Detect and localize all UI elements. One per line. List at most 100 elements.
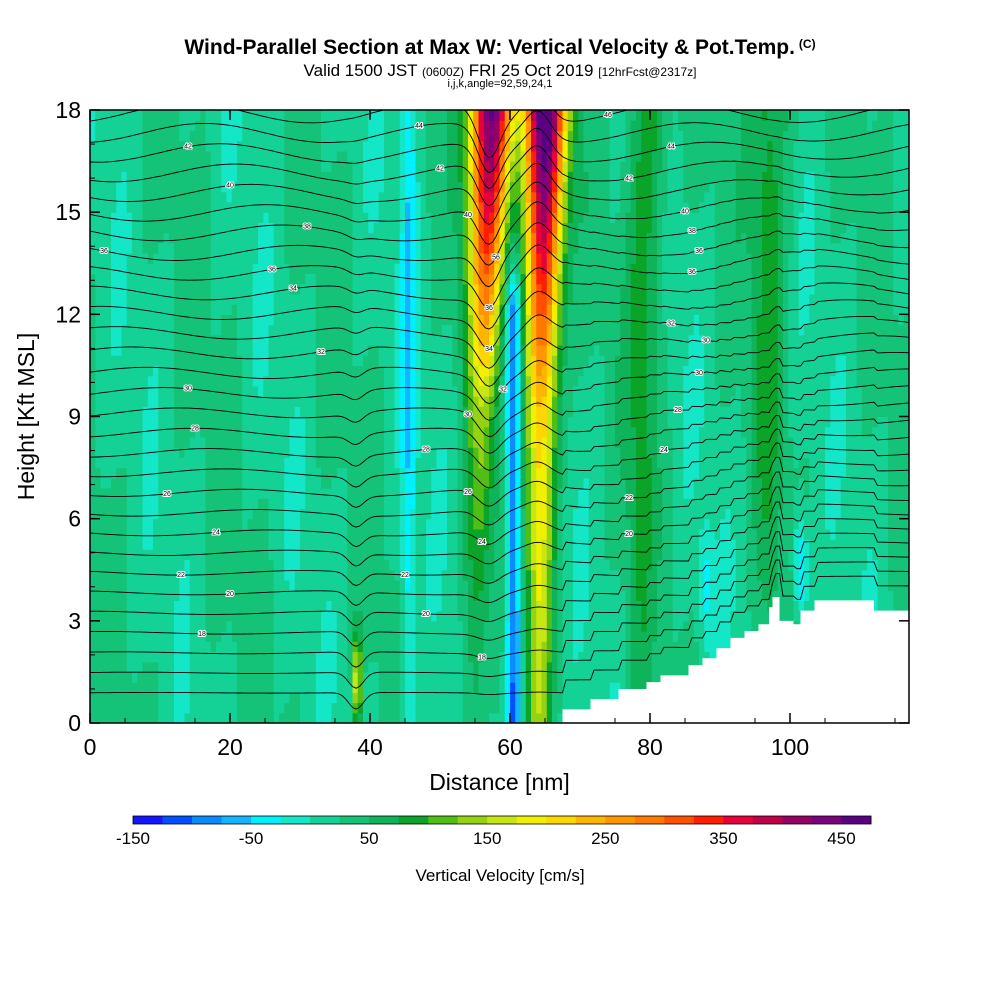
velocity-cell bbox=[352, 518, 359, 530]
velocity-cell bbox=[478, 181, 485, 193]
velocity-cell bbox=[473, 212, 480, 223]
velocity-cell bbox=[221, 569, 228, 581]
velocity-cell bbox=[357, 120, 364, 132]
velocity-cell bbox=[489, 396, 495, 407]
velocity-cell bbox=[142, 171, 149, 183]
velocity-cell bbox=[300, 426, 306, 438]
velocity-cell bbox=[168, 579, 175, 591]
velocity-cell bbox=[289, 712, 296, 723]
velocity-cell bbox=[431, 355, 438, 367]
velocity-cell bbox=[473, 549, 480, 561]
velocity-cell bbox=[483, 610, 490, 622]
velocity-cell bbox=[142, 406, 149, 418]
velocity-cell bbox=[237, 396, 243, 407]
velocity-cell bbox=[184, 120, 191, 132]
velocity-cell bbox=[489, 324, 495, 336]
velocity-cell bbox=[132, 641, 138, 653]
velocity-cell bbox=[457, 416, 464, 428]
velocity-cell bbox=[210, 150, 217, 162]
velocity-cell bbox=[294, 365, 301, 377]
velocity-cell bbox=[441, 528, 448, 540]
velocity-cell bbox=[294, 140, 301, 152]
velocity-cell bbox=[179, 416, 186, 428]
velocity-cell bbox=[426, 283, 432, 295]
velocity-cell bbox=[142, 712, 149, 723]
velocity-cell bbox=[321, 396, 327, 407]
velocity-cell bbox=[268, 273, 275, 285]
velocity-cell bbox=[452, 488, 459, 499]
velocity-cell bbox=[420, 293, 427, 305]
velocity-cell bbox=[405, 610, 411, 622]
velocity-cell bbox=[263, 661, 270, 673]
velocity-cell bbox=[137, 324, 144, 336]
velocity-cell bbox=[105, 661, 112, 673]
velocity-cell bbox=[174, 457, 180, 469]
velocity-cell bbox=[378, 467, 385, 479]
velocity-cell bbox=[132, 140, 138, 152]
velocity-cell bbox=[100, 304, 107, 315]
velocity-cell bbox=[352, 242, 359, 254]
velocity-cell bbox=[384, 518, 390, 530]
velocity-cell bbox=[174, 304, 180, 315]
velocity-cell bbox=[216, 222, 222, 234]
velocity-cell bbox=[153, 273, 159, 285]
velocity-cell bbox=[515, 692, 522, 704]
velocity-cell bbox=[279, 140, 285, 152]
velocity-cell bbox=[494, 671, 501, 683]
velocity-cell bbox=[205, 702, 212, 714]
velocity-cell bbox=[473, 661, 480, 673]
velocity-cell bbox=[510, 385, 516, 397]
velocity-cell bbox=[452, 661, 459, 673]
velocity-cell bbox=[342, 620, 348, 632]
velocity-cell bbox=[90, 579, 96, 591]
velocity-cell bbox=[105, 406, 112, 418]
velocity-cell bbox=[363, 641, 369, 653]
velocity-cell bbox=[357, 110, 364, 121]
velocity-cell bbox=[163, 314, 170, 326]
velocity-cell bbox=[510, 671, 516, 683]
velocity-cell bbox=[378, 488, 385, 499]
velocity-cell bbox=[489, 579, 495, 591]
velocity-cell bbox=[289, 253, 296, 264]
velocity-cell bbox=[489, 191, 495, 203]
velocity-cell bbox=[216, 661, 222, 673]
velocity-cell bbox=[179, 600, 186, 612]
velocity-cell bbox=[426, 365, 432, 377]
velocity-cell bbox=[289, 222, 296, 234]
velocity-cell bbox=[415, 416, 422, 428]
velocity-cell bbox=[489, 712, 495, 723]
velocity-cell bbox=[273, 518, 280, 530]
velocity-cell bbox=[336, 518, 343, 530]
velocity-cell bbox=[462, 283, 469, 295]
velocity-cell bbox=[294, 253, 301, 264]
velocity-cell bbox=[321, 355, 327, 367]
velocity-cell bbox=[394, 130, 401, 142]
velocity-cell bbox=[499, 242, 506, 254]
velocity-cell bbox=[462, 641, 469, 653]
velocity-cell bbox=[363, 263, 369, 275]
velocity-cell bbox=[90, 416, 96, 428]
velocity-cell bbox=[483, 590, 490, 601]
velocity-cell bbox=[336, 559, 343, 571]
velocity-cell bbox=[137, 518, 144, 530]
velocity-cell bbox=[426, 671, 432, 683]
velocity-cell bbox=[189, 130, 196, 142]
velocity-cell bbox=[441, 283, 448, 295]
velocity-cell bbox=[90, 528, 96, 540]
velocity-cell bbox=[410, 130, 417, 142]
velocity-cell bbox=[168, 130, 175, 142]
velocity-cell bbox=[378, 334, 385, 346]
velocity-cell bbox=[153, 426, 159, 438]
velocity-cell bbox=[263, 712, 270, 723]
velocity-cell bbox=[90, 201, 96, 213]
velocity-cell bbox=[294, 130, 301, 142]
velocity-cell bbox=[279, 610, 285, 622]
velocity-cell bbox=[321, 610, 327, 622]
velocity-cell bbox=[252, 692, 259, 704]
velocity-cell bbox=[373, 181, 380, 193]
velocity-cell bbox=[294, 171, 301, 183]
velocity-cell bbox=[200, 498, 207, 510]
velocity-cell bbox=[231, 222, 238, 234]
velocity-cell bbox=[326, 692, 333, 704]
velocity-cell bbox=[357, 682, 364, 693]
